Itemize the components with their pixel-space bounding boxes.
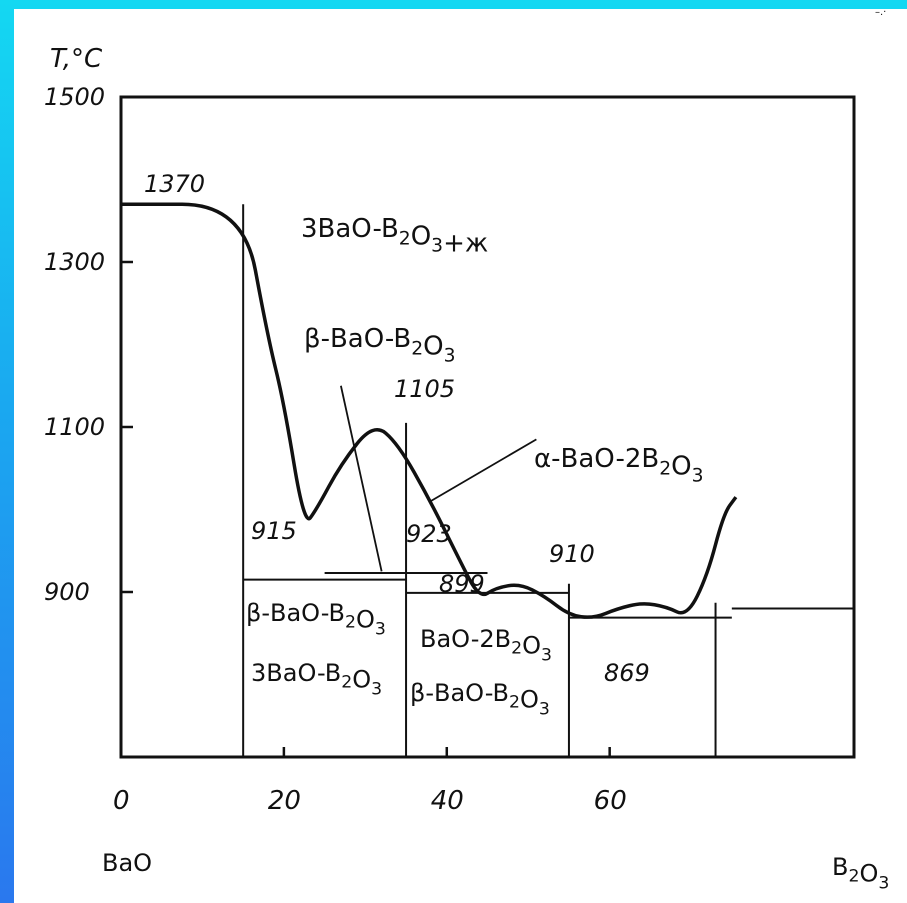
- temperature-label-1370: 1370: [144, 170, 205, 198]
- axes-layer: [119, 95, 856, 759]
- x-tick-label: 20: [268, 786, 301, 816]
- labels-layer: 1500 1300 1100 900 0 20 40 60 T,°C BaO B2O3 1370 110…: [44, 44, 889, 893]
- temperature-label-899: 899: [439, 570, 485, 598]
- y-tick-label: 900: [44, 578, 90, 606]
- temperature-label-869: 869: [604, 659, 650, 687]
- left-component-label: BaO: [102, 849, 152, 877]
- y-tick-label: 1300: [44, 248, 105, 276]
- liquidus-curve-layer: [121, 202, 738, 619]
- alpha-leader-line: [430, 438, 537, 503]
- beta-leader-line: [340, 385, 383, 572]
- right-component-label: B2O3: [832, 853, 889, 893]
- plot-frame: [119, 95, 856, 759]
- y-tick-label: 1100: [44, 413, 105, 441]
- phase-label-left-region-2: 3BaO-B2O3: [251, 659, 382, 699]
- x-tick-label: 0: [113, 786, 130, 816]
- phase-label-mid-region-1: BaO-2B2O3: [420, 625, 552, 665]
- liquidus-curve: [121, 202, 738, 619]
- phase-label-upper-field: 3BaO-B2O3+ж: [301, 214, 488, 259]
- temperature-label-923: 923: [406, 520, 452, 548]
- corner-mark: –.·: [875, 9, 887, 17]
- temperature-label-910: 910: [549, 540, 595, 568]
- x-tick-label: 40: [431, 786, 464, 816]
- y-tick-label: 1500: [44, 83, 105, 111]
- phase-label-beta: β-BaO-B2O3: [304, 324, 456, 367]
- phase-label-left-region-1: β-BaO-B2O3: [246, 599, 386, 639]
- x-tick-label: 60: [594, 786, 627, 816]
- phase-label-mid-region-2: β-BaO-B2O3: [410, 679, 550, 719]
- phase-label-alpha: α-BaO-2B2O3: [534, 444, 704, 487]
- phase-diagram: 1500 1300 1100 900 0 20 40 60 T,°C BaO B2O3 1370 110…: [44, 44, 889, 893]
- temperature-label-915: 915: [251, 517, 297, 545]
- y-axis-label: T,°C: [50, 44, 103, 74]
- temperature-label-1105: 1105: [394, 375, 455, 403]
- chart-paper: 1500 1300 1100 900 0 20 40 60 T,°C BaO B2O3 1370 110…: [14, 9, 907, 903]
